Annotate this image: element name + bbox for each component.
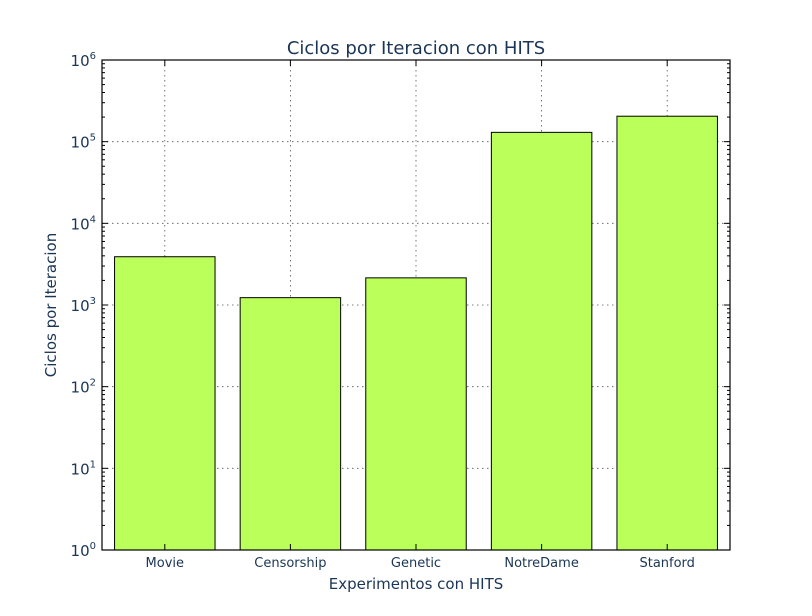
bar-stanford xyxy=(616,115,718,551)
bar-genetic xyxy=(365,277,467,551)
bar-movie xyxy=(114,256,216,551)
y-tick-label: 101 xyxy=(71,459,96,478)
x-tick-labels: Movie Censorship Genetic NotreDame Stanford xyxy=(146,556,695,571)
bar-notredame xyxy=(490,131,593,551)
y-tick-label: 104 xyxy=(71,214,96,233)
y-tick-label: 102 xyxy=(71,378,96,397)
x-axis-label: Experimentos con HITS xyxy=(329,575,504,593)
x-tick-label: NotreDame xyxy=(504,556,578,571)
y-tick-labels: 100 101 102 103 104 105 106 xyxy=(71,51,96,560)
x-tick-label: Stanford xyxy=(639,556,694,571)
y-tick-label: 106 xyxy=(71,51,96,70)
y-tick-label: 103 xyxy=(71,296,96,315)
plot-frame xyxy=(101,59,731,551)
x-tick-label: Movie xyxy=(146,556,184,571)
y-axis-label: Ciclos por Iteracion xyxy=(42,233,60,377)
x-tick-label: Genetic xyxy=(391,556,441,571)
y-tick-label: 100 xyxy=(71,541,96,560)
x-tick-label: Censorship xyxy=(254,556,326,571)
chart-title: Ciclos por Iteracion con HITS xyxy=(287,38,545,59)
y-tick-label: 105 xyxy=(71,133,96,152)
bar-censorship xyxy=(239,297,342,551)
bars xyxy=(114,115,718,551)
